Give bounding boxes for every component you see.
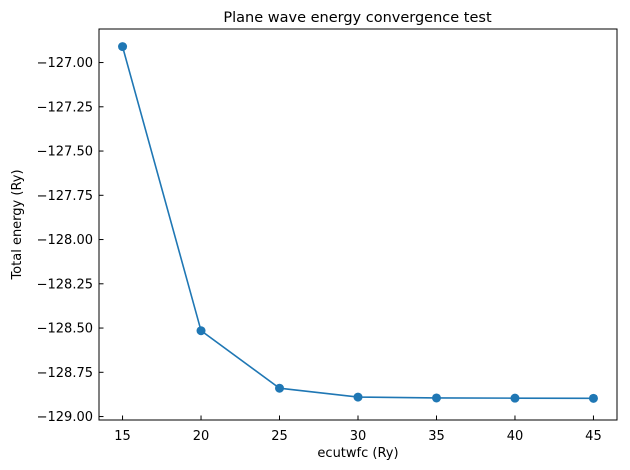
x-tick-label: 20 bbox=[193, 429, 210, 444]
x-axis-label: ecutwfc (Ry) bbox=[317, 446, 398, 461]
y-tick-label: −127.25 bbox=[37, 100, 93, 115]
x-tick-label: 35 bbox=[428, 429, 445, 444]
x-tick-label: 30 bbox=[350, 429, 367, 444]
x-tick-label: 25 bbox=[271, 429, 288, 444]
data-point bbox=[353, 392, 363, 402]
y-tick-label: −128.75 bbox=[37, 366, 93, 381]
data-point bbox=[118, 42, 128, 52]
y-tick-label: −127.00 bbox=[37, 56, 93, 71]
data-point bbox=[196, 326, 206, 336]
y-tick-label: −128.50 bbox=[37, 322, 93, 337]
data-point bbox=[431, 393, 441, 403]
y-tick-label: −127.75 bbox=[37, 189, 93, 204]
data-point bbox=[275, 383, 285, 393]
data-point bbox=[510, 393, 520, 403]
x-tick-label: 15 bbox=[114, 429, 131, 444]
data-point bbox=[588, 393, 598, 403]
ticks-layer: 15 20 25 30 35 40 45 −127.00 −127.25 −127.50 −127.… bbox=[37, 56, 602, 444]
x-tick-label: 45 bbox=[585, 429, 602, 444]
x-tick-label: 40 bbox=[507, 429, 524, 444]
y-tick-label: −128.00 bbox=[37, 233, 93, 248]
y-tick-label: −128.25 bbox=[37, 277, 93, 292]
plot-frame bbox=[98, 28, 618, 421]
y-axis-label: Total energy (Ry) bbox=[10, 169, 25, 280]
series-layer bbox=[118, 42, 598, 403]
chart-title: Plane wave energy convergence test bbox=[223, 10, 492, 26]
y-tick-label: −129.00 bbox=[37, 410, 93, 425]
y-tick-label: −127.50 bbox=[37, 145, 93, 160]
